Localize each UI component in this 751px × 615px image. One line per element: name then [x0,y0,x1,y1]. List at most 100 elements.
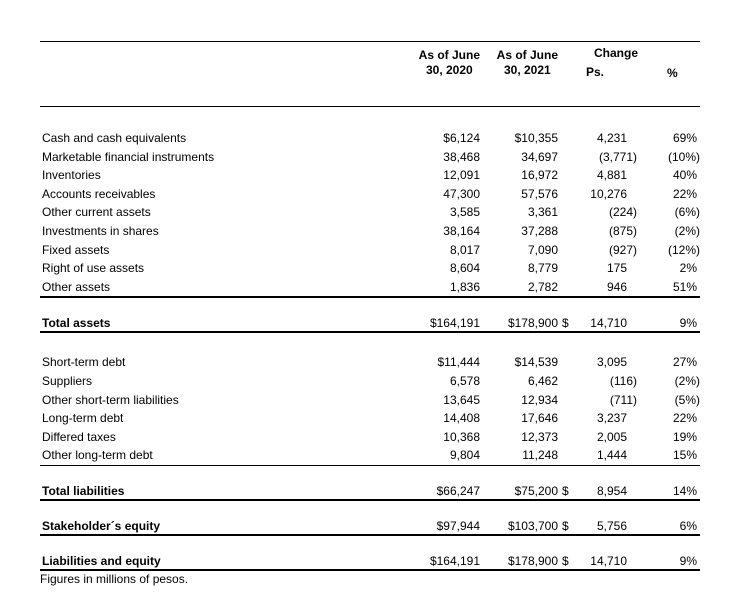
total-2021-value: $178,900 [507,316,558,331]
value-2021: 57,576 [480,185,558,204]
value-2020-value: 6,578 [449,373,480,388]
value-2020: 1,836 [360,278,480,297]
value-2020-value: 3,585 [449,205,480,220]
header-2021-line1: As of June [496,48,558,62]
table-row: Marketable financial instruments 38,468 34… [40,148,700,167]
spacer [40,536,700,553]
value-2021: 12,934 [480,391,558,410]
table-body: Cash and cash equivalents $6,124 $10,355 4,… [40,107,700,571]
change-percent-value: 2% [679,261,697,276]
total-change-pesos: 14,710 $ [558,553,638,569]
value-2020-value: $11,444 [437,355,481,370]
section-liabilities: Short-term debt $11,444 $14,539 3,095 27% Sup… [40,353,700,466]
row-label: Investments in shares [42,223,159,238]
spacer [40,298,700,315]
change-percent: (2%) [638,222,700,241]
change-pesos: (711) [558,391,638,410]
row-label: Right of use assets [42,261,145,276]
value-2020-value: 9,804 [449,448,480,463]
row-label: Fixed assets [42,242,110,257]
total-2020-value: $164,191 [429,316,480,331]
change-percent-value: 27% [672,355,697,370]
total-2021: $75,200 [480,483,558,499]
header-2021-line2: 30, 2021 [503,63,551,77]
change-percent-value: (2%) [674,223,700,238]
change-pesos: 175 [558,259,638,278]
change-percent-value: 19% [672,429,697,444]
change-pesos: 2,005 [558,428,638,447]
change-percent-value: 22% [672,186,697,201]
total-change-percent-value: 14% [672,483,697,498]
change-pesos-value: 3,095 [596,355,627,370]
section-assets: Cash and cash equivalents $6,124 $10,355 4,… [40,129,700,299]
value-2020: 8,017 [360,241,480,260]
change-pesos: 946 [558,278,638,297]
change-pesos-value: 946 [606,279,627,294]
change-percent-value: (2%) [674,373,700,388]
column-header-as-of-june-2021: As of June 30, 2021 [497,48,558,78]
value-2021-value: $14,539 [514,355,558,370]
table-row: Suppliers 6,578 6,462 (116) (2%) [40,372,700,391]
total-label: Total liabilities [42,483,125,498]
change-pesos: 4,231 [558,129,638,148]
change-percent: 15% [638,446,700,465]
change-percent: 19% [638,428,700,447]
value-2021: 16,972 [480,166,558,185]
value-2020-value: 38,468 [443,149,480,164]
value-2020-value: 8,604 [449,261,480,276]
total-2020-value: $66,247 [436,483,480,498]
change-percent-value: 15% [672,448,697,463]
spacer [40,333,700,353]
value-2020: 6,578 [360,372,480,391]
pesos-currency-symbol: $ [562,483,569,498]
table-row: Short-term debt $11,444 $14,539 3,095 27% [40,353,700,372]
header-2020-line1: As of June [418,48,480,62]
change-pesos-value: 175 [606,261,627,276]
value-2020-value: 1,836 [449,279,480,294]
total-2021: $178,900 [480,315,558,331]
value-2021-value: 16,972 [521,168,558,183]
change-pesos: 3,237 [558,409,638,428]
change-percent: 2% [638,259,700,278]
table-row: Other long-term debt 9,804 11,248 1,444 15% [40,446,700,465]
value-2021: 17,646 [480,409,558,428]
value-2021-value: 12,934 [521,392,558,407]
row-label: Inventories [42,168,101,183]
total-change-percent-value: 9% [679,316,697,331]
total-2020: $164,191 [360,315,480,331]
change-percent: 51% [638,278,700,297]
row-label: Other short-term liabilities [42,392,179,407]
value-2021-value: 6,462 [527,373,558,388]
value-2020: 38,468 [360,148,480,167]
change-pesos-value: (3,771) [598,149,637,164]
total-2020: $97,944 [360,518,480,534]
total-change-pesos: 14,710 $ [558,315,638,331]
total-label: Liabilities and equity [42,553,161,568]
table-footnote: Figures in millions of pesos. [40,571,189,586]
value-2021-value: $10,355 [514,131,558,145]
balance-sheet-table: As of June 30, 2020 As of June 30, 2021 … [40,41,700,586]
change-pesos: (875) [558,222,638,241]
change-percent: 27% [638,353,700,372]
change-percent-value: 40% [672,168,697,183]
change-percent-value: (12%) [667,242,700,257]
change-percent: (10%) [638,148,700,167]
change-pesos-value: (224) [608,205,637,220]
change-pesos-value: (116) [609,373,637,388]
pesos-currency-symbol: $ [562,316,569,331]
value-2020: 47,300 [360,185,480,204]
total-change-percent: 9% [638,315,700,331]
value-2020-value: $6,124 [443,131,480,145]
change-pesos-value: (875) [608,223,637,238]
value-2020: $11,444 [360,353,481,372]
total-change-percent: 9% [638,553,700,569]
total-2020: $66,247 [360,483,480,499]
change-percent: (5%) [638,391,700,410]
total-row: Stakeholder´s equity $97,944 $103,700 5,756… [40,518,700,536]
value-2021-value: 37,288 [521,223,558,238]
table-row: Cash and cash equivalents $6,124 $10,355 4,… [40,129,700,148]
value-2021: 3,361 [480,203,558,222]
table-row: Other assets 1,836 2,782 946 51% [40,278,700,297]
change-pesos: (927) [558,241,638,260]
